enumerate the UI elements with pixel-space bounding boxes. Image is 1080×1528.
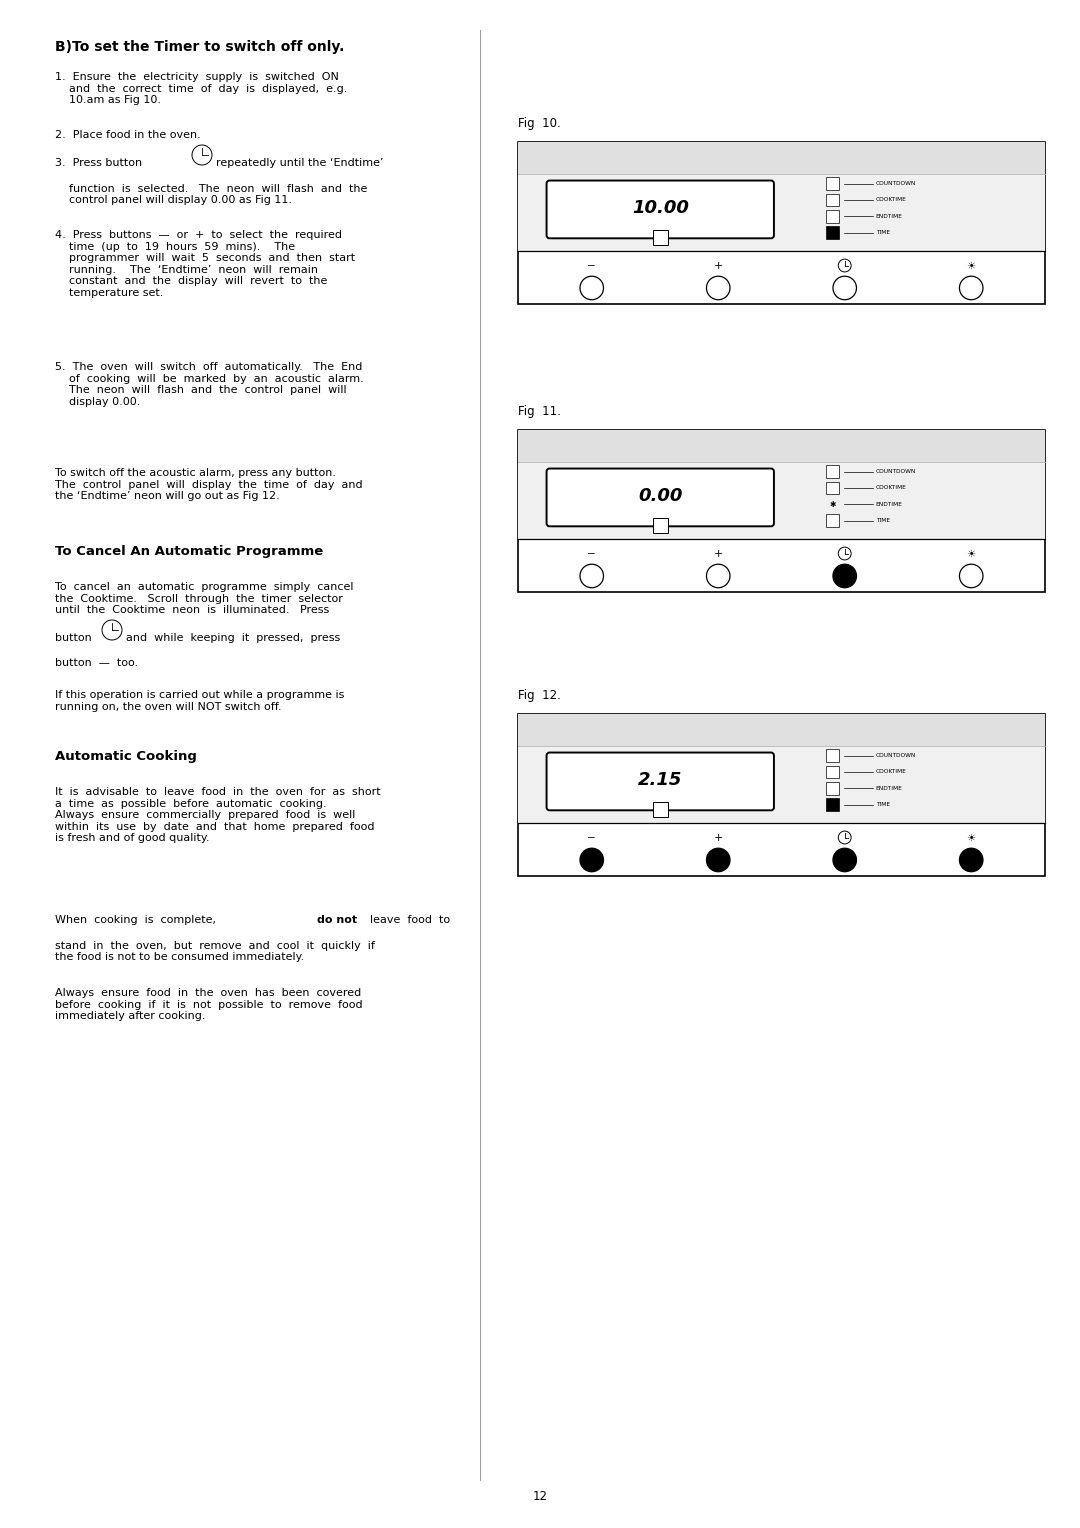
Text: 12: 12: [532, 1490, 548, 1504]
Text: Always  ensure  food  in  the  oven  has  been  covered
before  cooking  if  it : Always ensure food in the oven has been …: [55, 989, 363, 1021]
Text: 2.15: 2.15: [638, 772, 683, 790]
Text: When  cooking  is  complete,: When cooking is complete,: [55, 915, 222, 924]
Bar: [518, 463, 1045, 538]
Text: button  —  too.: button — too.: [55, 659, 138, 669]
FancyBboxPatch shape: [546, 469, 774, 526]
Bar: [518, 142, 1045, 174]
Text: COUNTDOWN: COUNTDOWN: [876, 180, 916, 186]
Text: It  is  advisable  to  leave  food  in  the  oven  for  as  short
a  time  as  p: It is advisable to leave food in the ove…: [55, 787, 380, 843]
Text: leave  food  to: leave food to: [370, 915, 450, 924]
Bar: [826, 782, 839, 795]
Circle shape: [706, 277, 730, 299]
Text: Automatic Cooking: Automatic Cooking: [55, 750, 197, 762]
Circle shape: [959, 564, 983, 588]
Bar: [653, 802, 667, 817]
Bar: [826, 226, 839, 238]
Bar: [826, 766, 839, 778]
Text: 5.  The  oven  will  switch  off  automatically.   The  End
    of  cooking  wil: 5. The oven will switch off automaticall…: [55, 362, 364, 406]
Text: 4.  Press  buttons  —  or  +  to  select  the  required
    time  (up  to  19  h: 4. Press buttons — or + to select the re…: [55, 231, 355, 298]
Text: ☀: ☀: [967, 549, 976, 559]
Text: do not: do not: [318, 915, 357, 924]
Text: 1.  Ensure  the  electricity  supply  is  switched  ON
    and  the  correct  ti: 1. Ensure the electricity supply is swit…: [55, 72, 348, 105]
Circle shape: [959, 848, 983, 871]
Bar: [518, 429, 1045, 463]
Text: 0.00: 0.00: [638, 487, 683, 506]
Text: Fig  12.: Fig 12.: [518, 689, 561, 701]
Text: −: −: [588, 833, 596, 842]
Bar: [518, 429, 1045, 591]
Bar: [653, 231, 667, 244]
Circle shape: [833, 564, 856, 588]
Text: Fig  10.: Fig 10.: [518, 118, 561, 130]
Bar: [518, 714, 1045, 876]
Text: 3.  Press button: 3. Press button: [55, 157, 143, 168]
Text: and  while  keeping  it  pressed,  press: and while keeping it pressed, press: [126, 633, 340, 643]
Circle shape: [959, 277, 983, 299]
Bar: [826, 515, 839, 527]
Bar: [653, 518, 667, 533]
Text: TIME: TIME: [876, 518, 890, 523]
Bar: [826, 749, 839, 762]
Bar: [826, 209, 839, 223]
Text: TIME: TIME: [876, 802, 890, 807]
FancyBboxPatch shape: [546, 752, 774, 810]
Bar: [826, 798, 839, 811]
Bar: [826, 194, 839, 206]
Bar: [518, 746, 1045, 822]
Circle shape: [580, 848, 604, 871]
Text: ☀: ☀: [967, 833, 976, 842]
Circle shape: [706, 564, 730, 588]
Text: −: −: [588, 260, 596, 270]
Text: B)To set the Timer to switch off only.: B)To set the Timer to switch off only.: [55, 40, 345, 53]
Text: ✱: ✱: [829, 500, 836, 509]
Bar: [518, 174, 1045, 251]
Circle shape: [833, 277, 856, 299]
Text: COOKTIME: COOKTIME: [876, 197, 907, 202]
Text: To Cancel An Automatic Programme: To Cancel An Automatic Programme: [55, 545, 323, 558]
Text: COUNTDOWN: COUNTDOWN: [876, 753, 916, 758]
Bar: [826, 481, 839, 494]
Text: function  is  selected.   The  neon  will  flash  and  the
    control panel wil: function is selected. The neon will flas…: [55, 183, 367, 205]
Text: COOKTIME: COOKTIME: [876, 770, 907, 775]
Text: COUNTDOWN: COUNTDOWN: [876, 469, 916, 474]
Text: +: +: [714, 260, 723, 270]
Bar: [518, 714, 1045, 746]
Text: 10.00: 10.00: [632, 199, 689, 217]
Bar: [826, 177, 839, 189]
Text: COOKTIME: COOKTIME: [876, 486, 907, 490]
Text: +: +: [714, 549, 723, 559]
Text: stand  in  the  oven,  but  remove  and  cool  it  quickly  if
the food is not t: stand in the oven, but remove and cool i…: [55, 941, 375, 963]
Bar: [826, 465, 839, 478]
Text: button: button: [55, 633, 92, 643]
Circle shape: [580, 564, 604, 588]
Text: To switch off the acoustic alarm, press any button.
The  control  panel  will  d: To switch off the acoustic alarm, press …: [55, 468, 363, 501]
Circle shape: [580, 277, 604, 299]
Circle shape: [833, 848, 856, 871]
Text: TIME: TIME: [876, 231, 890, 235]
Text: ENDTIME: ENDTIME: [876, 501, 903, 507]
Text: ☀: ☀: [967, 260, 976, 270]
Text: −: −: [588, 549, 596, 559]
Text: To  cancel  an  automatic  programme  simply  cancel
the  Cooktime.   Scroll  th: To cancel an automatic programme simply …: [55, 582, 353, 616]
Text: If this operation is carried out while a programme is
running on, the oven will : If this operation is carried out while a…: [55, 691, 345, 712]
FancyBboxPatch shape: [546, 180, 774, 238]
Text: repeatedly until the ‘Endtime’: repeatedly until the ‘Endtime’: [216, 157, 383, 168]
Circle shape: [706, 848, 730, 871]
Text: +: +: [714, 833, 723, 842]
Text: ENDTIME: ENDTIME: [876, 214, 903, 219]
Text: ENDTIME: ENDTIME: [876, 785, 903, 792]
Text: Fig  11.: Fig 11.: [518, 405, 561, 419]
Text: 2.  Place food in the oven.: 2. Place food in the oven.: [55, 130, 201, 141]
Bar: [518, 142, 1045, 304]
